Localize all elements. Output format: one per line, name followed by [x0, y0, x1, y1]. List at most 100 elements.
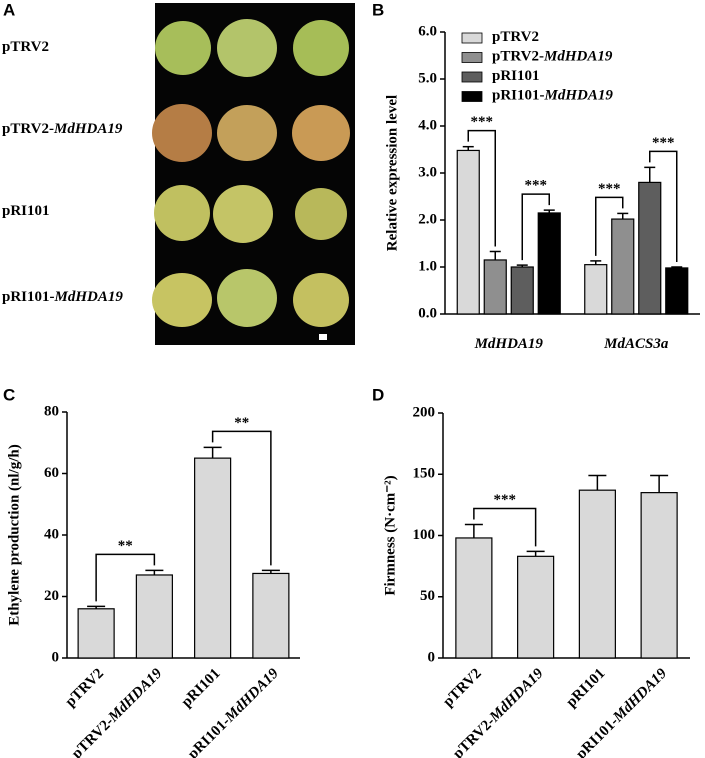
bar	[483, 259, 507, 315]
x-tick-label-part: pTRV2	[63, 666, 108, 711]
y-tick-label: 150	[413, 466, 436, 482]
row-label-part: pTRV2	[2, 39, 49, 55]
y-axis-label: Firmness (N·cm⁻²)	[382, 475, 398, 595]
bar	[640, 492, 678, 659]
y-tick-label: 4.0	[418, 117, 437, 133]
panel-letter: D	[372, 385, 384, 404]
y-tick-label: 1.0	[418, 258, 437, 274]
y-tick-label: 5.0	[418, 70, 437, 86]
panel-letter: A	[3, 0, 15, 19]
error-bar	[650, 474, 669, 493]
x-tick-label-part: pTRV2-	[69, 714, 117, 758]
legend-label: pRI101-MdHDA19	[492, 88, 613, 104]
significance: ***	[494, 492, 517, 508]
significance: ***	[652, 135, 675, 151]
legend-swatch	[461, 52, 483, 63]
bracket	[467, 129, 496, 247]
y-tick-label: 80	[44, 403, 59, 419]
y-tick-label: 100	[413, 527, 436, 543]
bar	[135, 574, 173, 659]
bar	[77, 608, 115, 659]
bracket	[595, 196, 624, 256]
legend-label-part: pTRV2-	[492, 49, 544, 65]
bar	[252, 572, 290, 659]
error-bar	[617, 212, 629, 220]
panel-letter: B	[372, 0, 384, 19]
y-tick-label: 40	[44, 526, 59, 542]
significance: **	[234, 415, 249, 431]
row-label: pRI101-MdHDA19	[2, 289, 123, 305]
row-label: pRI101	[2, 203, 50, 219]
x-tick-label: pTRV2	[63, 666, 108, 711]
significance: ***	[471, 114, 494, 130]
bar	[517, 555, 555, 659]
legend-swatch	[461, 91, 483, 102]
legend-swatch	[461, 71, 483, 83]
x-tick-label: pRI101	[179, 666, 224, 711]
y-axis-label: Relative expression level	[384, 95, 400, 251]
error-bar	[588, 474, 607, 491]
bar	[665, 267, 689, 315]
legend-label-part: pTRV2	[492, 29, 539, 45]
bar	[510, 266, 534, 315]
row-label: pTRV2	[2, 39, 49, 55]
x-tick-label: MdACS3a	[603, 336, 669, 352]
bracket	[95, 553, 156, 602]
y-tick-label: 60	[44, 465, 59, 481]
x-tick-label-part: MdHDA19	[105, 666, 166, 727]
x-tick-label-part: MdHDA19	[474, 336, 544, 352]
x-tick-label-part: pTRV2-	[450, 714, 498, 758]
apples	[152, 19, 350, 340]
y-tick-label: 0.0	[418, 305, 437, 321]
legend-label-part: pRI101	[492, 68, 540, 84]
error-bar	[87, 605, 106, 609]
row-label: pTRV2-MdHDA19	[2, 121, 123, 137]
y-tick-label: 0	[428, 649, 436, 665]
error-bar	[516, 264, 528, 267]
y-tick-label: 3.0	[418, 164, 437, 180]
legend-label-part: MdHDA19	[544, 88, 614, 104]
row-label-part: pTRV2-	[2, 121, 54, 137]
error-bar	[543, 209, 555, 213]
significance: ***	[525, 178, 548, 194]
bracket	[473, 507, 537, 547]
x-tick-label-part: pRI101-	[185, 714, 233, 758]
bar	[537, 212, 561, 315]
x-tick-label-part: MdHDA19	[487, 666, 548, 727]
bar	[638, 181, 662, 315]
bar	[456, 149, 480, 315]
x-tick-label: pRI101	[564, 666, 609, 711]
x-tick-label-part: pRI101	[179, 666, 224, 711]
error-bar	[526, 550, 545, 557]
bracket	[649, 150, 678, 262]
error-bar	[644, 166, 656, 183]
row-label-part: MdHDA19	[54, 289, 124, 305]
legend-label: pRI101	[492, 68, 540, 84]
significance: **	[118, 538, 133, 554]
error-bar	[145, 569, 164, 575]
bar	[455, 537, 493, 659]
legend-swatch	[461, 32, 483, 44]
x-tick-label-part: MdHDA19	[222, 666, 283, 727]
bracket	[521, 193, 550, 261]
bar	[584, 264, 608, 315]
bar	[611, 218, 635, 315]
bar	[194, 457, 232, 659]
x-tick-label: MdHDA19	[474, 336, 544, 352]
y-tick-label: 0	[52, 649, 60, 665]
legend-label: pTRV2-MdHDA19	[492, 49, 613, 65]
y-tick-label: 200	[413, 404, 436, 420]
error-bar	[590, 260, 602, 265]
y-tick-label: 6.0	[418, 23, 437, 39]
bar	[578, 489, 616, 659]
row-label-part: pRI101	[2, 203, 50, 219]
error-bar	[261, 569, 280, 574]
x-tick-label: pTRV2	[441, 666, 486, 711]
significance: ***	[598, 181, 621, 197]
bracket	[211, 430, 272, 566]
y-tick-label: 2.0	[418, 211, 437, 227]
error-bar	[464, 523, 483, 538]
row-label-part: MdHDA19	[53, 121, 123, 137]
y-axis-label: Ethylene production (nl/g/h)	[6, 444, 22, 625]
